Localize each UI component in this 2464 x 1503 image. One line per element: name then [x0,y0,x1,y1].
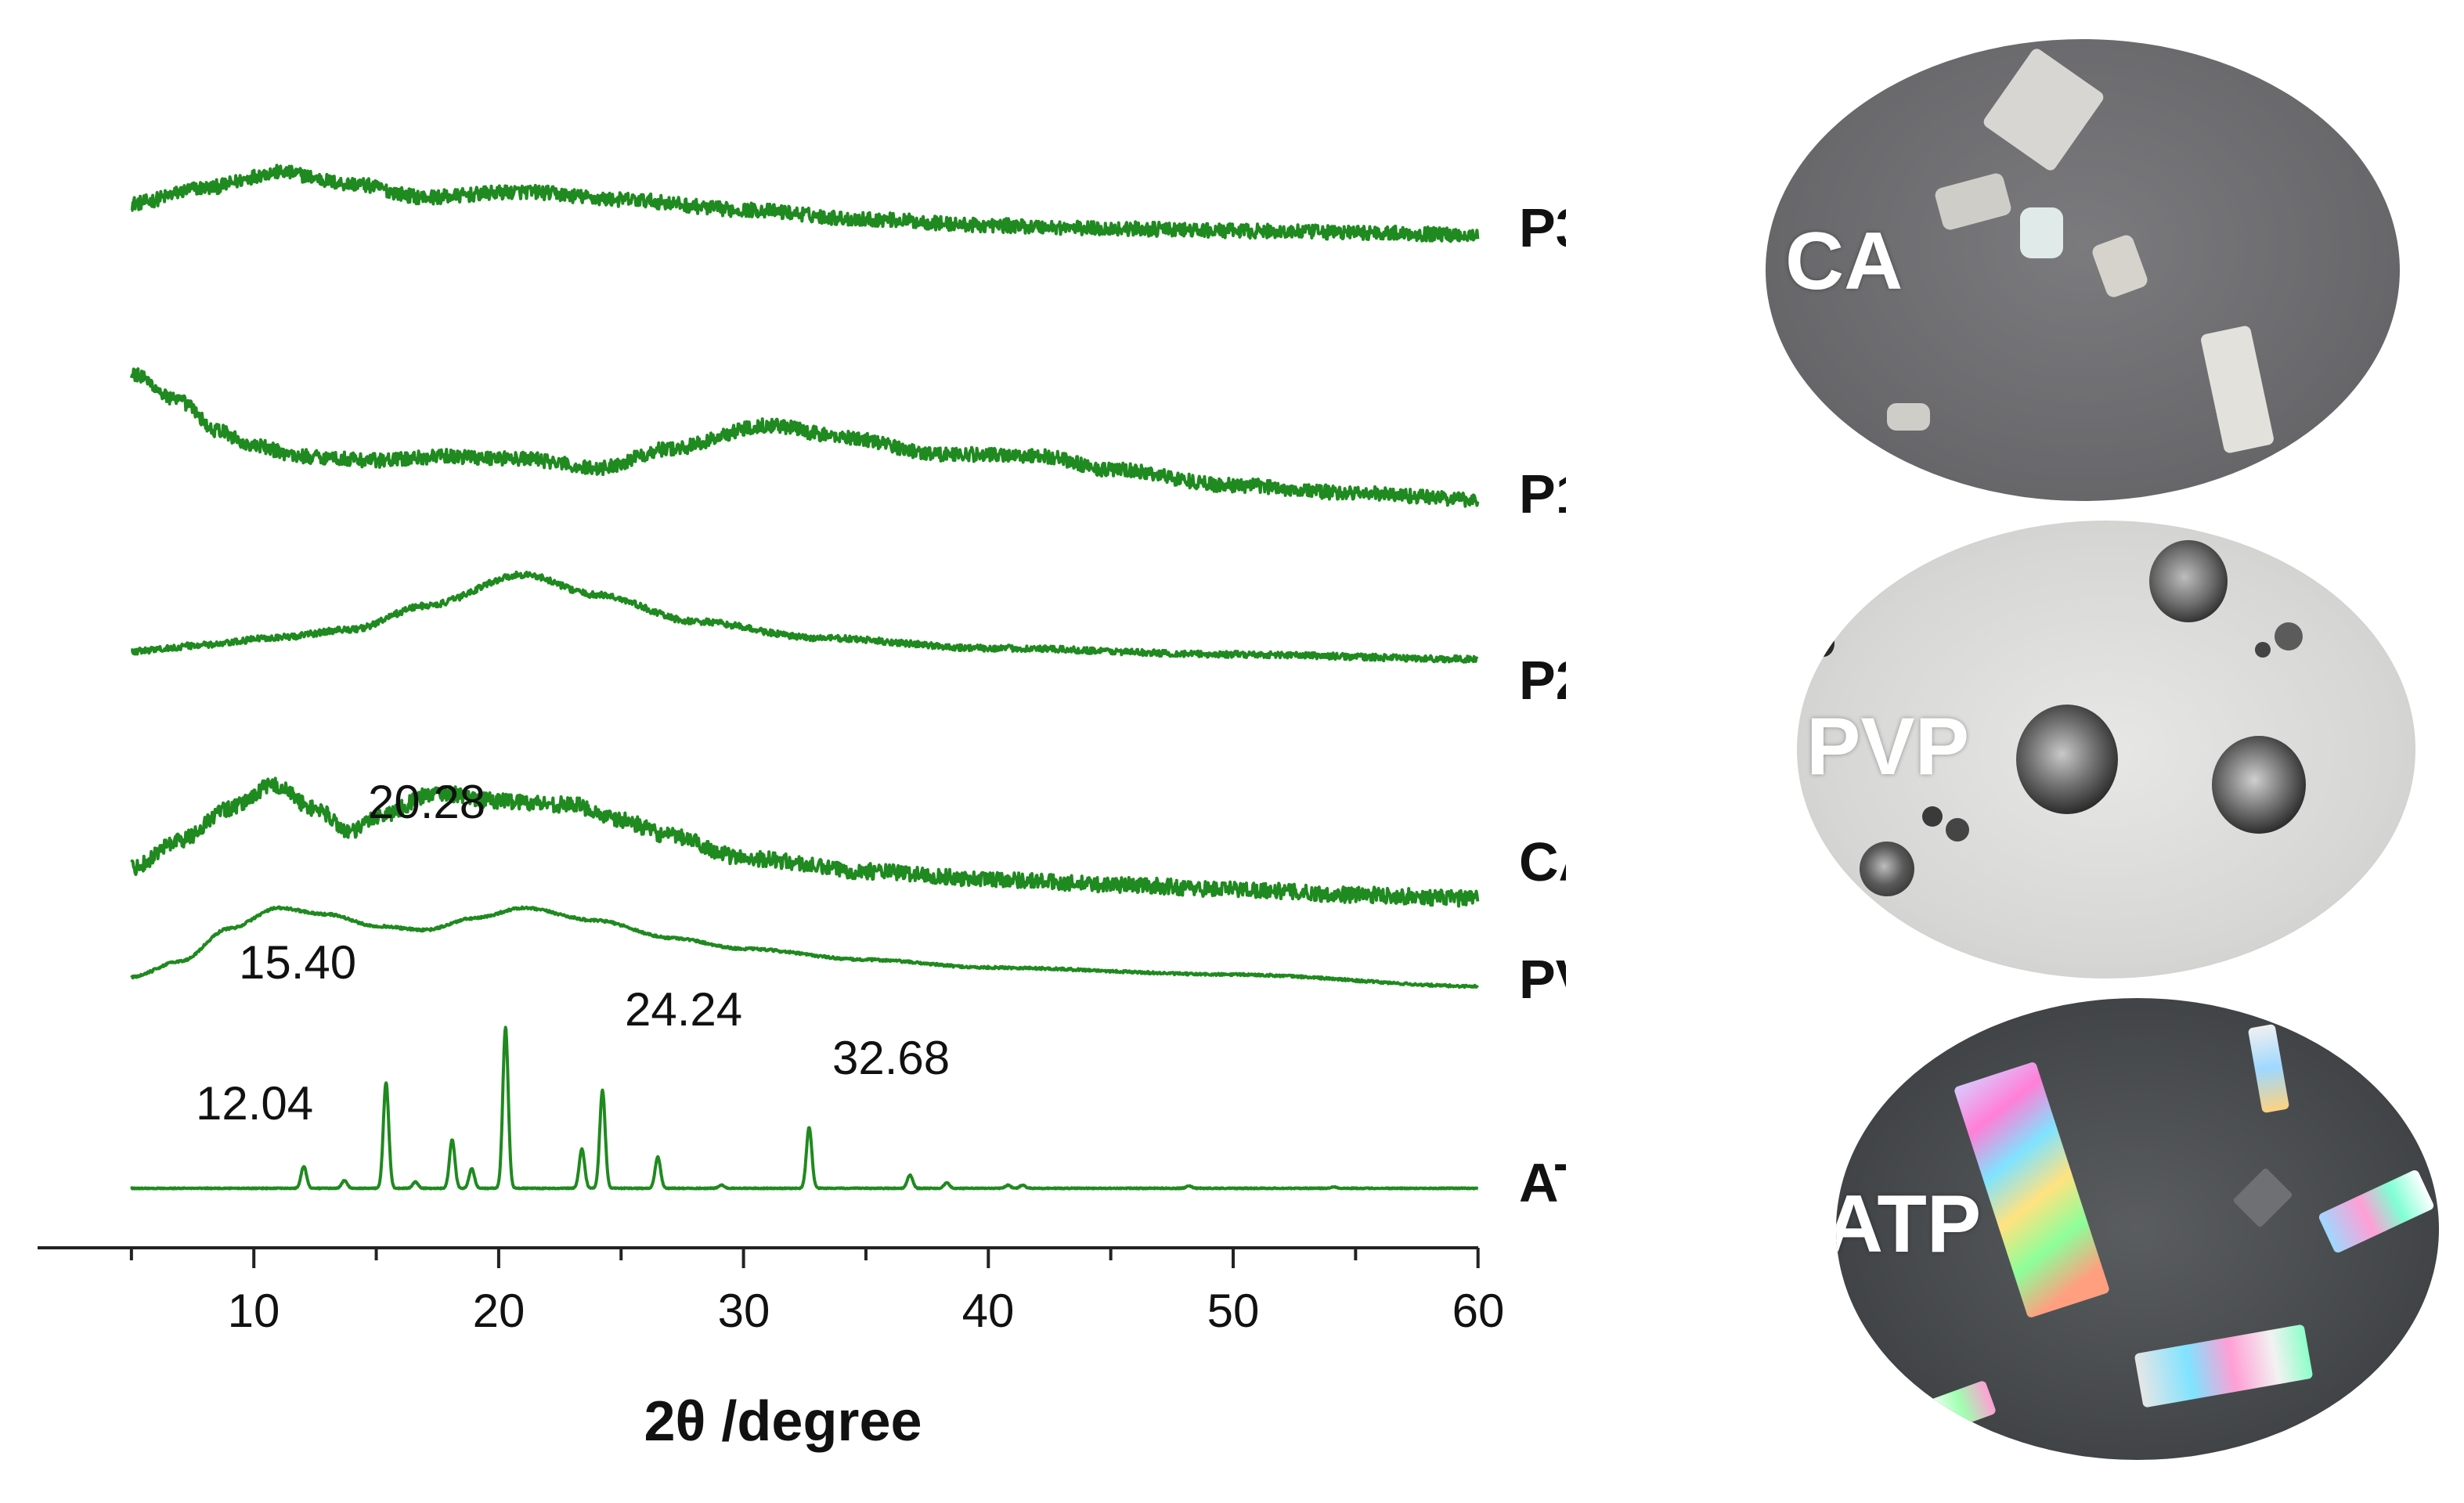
trace-label-ca: CA [1519,831,1566,892]
trace-p1 [129,367,1480,508]
x-tick-label-60: 60 [1452,1285,1505,1337]
atp-crystal [2317,1168,2436,1255]
crystal-particle [2199,324,2275,455]
trace-ca [130,777,1480,908]
pvp-particle [2212,736,2306,834]
peak-label-20-28: 20.28 [368,776,485,828]
crystal-particle [1887,403,1930,431]
pvp-particle [2255,642,2271,658]
trace-label-p2: P2 [1519,650,1566,711]
pvp-particle [1860,842,1914,896]
micrograph-label-atp: ATP [1836,1179,1982,1270]
pvp-particle [1922,806,1943,827]
pvp-particle [1813,630,1834,657]
atp-crystal [2134,1324,2314,1408]
x-tick-label-30: 30 [718,1285,770,1337]
pvp-particle [1946,818,1969,842]
trace-p3 [130,164,1480,243]
micrograph-label-pvp: PVP [1806,701,1970,792]
trace-label-atp: ATP [1519,1152,1566,1213]
pvp-particle [2149,540,2228,622]
peak-label-32-68: 32.68 [832,1032,950,1084]
peak-label-24-24: 24.24 [625,983,742,1036]
x-tick-label-10: 10 [228,1285,280,1337]
trace-pvp [130,905,1479,989]
x-tick-label-50: 50 [1207,1285,1260,1337]
x-tick-label-40: 40 [962,1285,1015,1337]
peak-label-15-40: 15.40 [239,936,356,989]
trace-label-p1: P1 [1519,463,1566,524]
x-tick-label-20: 20 [473,1285,525,1337]
xrd-traces [129,164,1480,1191]
micrograph-label-ca: CA [1785,216,1903,307]
crystal-particle [2090,232,2150,300]
pvp-particle [2275,622,2303,651]
trace-label-p3: P3 [1519,197,1566,258]
pvp-particle [2016,705,2118,814]
x-axis-title: 2θ /degree [644,1390,922,1453]
atp-crystal [2232,1167,2293,1228]
trace-atp [130,1025,1480,1191]
peak-label-12-04: 12.04 [196,1077,313,1130]
atp-crystal [1925,1379,1997,1435]
micrograph-ca: CA [1766,39,2400,501]
trace-label-pvp: PVP [1519,949,1566,1010]
crystal-particle [2020,207,2063,258]
xrd-chart: P3 P1 P2 CA PVP ATP 12.04 15.40 20.28 24… [38,164,1566,1453]
micrograph-pvp: PVP [1797,521,2415,979]
crystal-particle [1981,46,2106,173]
atp-crystal [2247,1023,2290,1114]
micrograph-atp: ATP [1836,998,2439,1460]
crystal-particle [1933,171,2013,232]
trace-p2 [130,570,1479,664]
x-axis-ticks [129,1248,1480,1268]
